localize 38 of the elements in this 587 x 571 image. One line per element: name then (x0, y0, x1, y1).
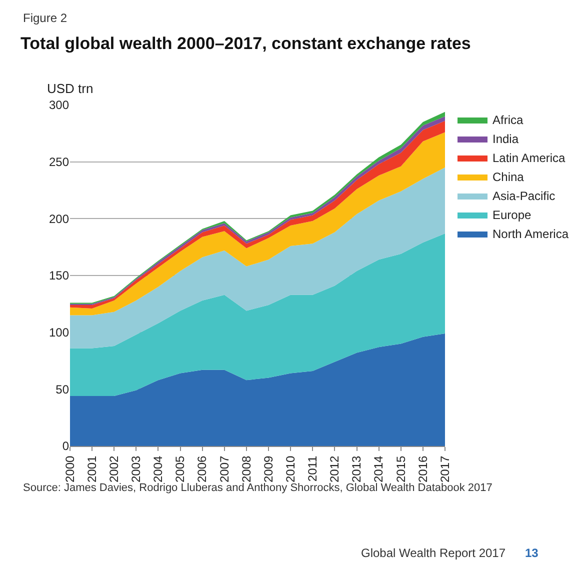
x-tick-label: 2013 (350, 455, 364, 483)
y-tick-label: 50 (56, 382, 70, 396)
x-tick-label: 2016 (416, 455, 430, 483)
x-tick-label: 2015 (394, 455, 408, 483)
x-tick-label: 2014 (372, 455, 386, 483)
y-tick-label: 0 (62, 439, 70, 454)
legend-label: India (492, 132, 519, 146)
x-tick-label: 2011 (306, 455, 320, 482)
legend-label: Asia-Pacific (492, 189, 556, 204)
x-tick-label: 2012 (328, 455, 342, 483)
text: Global Wealth Report 2017 (361, 546, 506, 560)
legend-label: Europe (492, 208, 532, 222)
x-tick-label: 2001 (84, 455, 99, 483)
x-tick-label: 2017 (438, 455, 452, 483)
source-note: Source: James Davies, Rodrigo Lluberas and Anthony Shorrocks, Global Wealth Databook 2017 (23, 482, 492, 494)
y-tick-label: 100 (48, 326, 70, 340)
legend-label: Latin America (492, 151, 566, 166)
x-tick-label: 2005 (173, 455, 188, 483)
chart-title: Total global wealth 2000–2017, constant exchange rates (20, 34, 471, 54)
x-tick-label: 2003 (129, 455, 144, 483)
x-tick-label: 2009 (261, 455, 276, 483)
x-tick-label: 2004 (151, 455, 166, 483)
y-tick-label: 200 (48, 212, 70, 226)
x-tick-label: 2008 (239, 455, 254, 483)
x-tick-label: 2007 (217, 455, 232, 483)
y-tick-label: 250 (48, 155, 70, 170)
x-tick-label: 2002 (107, 455, 122, 483)
x-tick-label: 2006 (195, 455, 210, 483)
y-axis-title: USD trn (47, 81, 94, 96)
text: 13 (525, 546, 539, 560)
y-tick-label: 150 (48, 268, 70, 283)
legend-label: China (492, 170, 524, 184)
x-tick-label: 2010 (283, 455, 298, 483)
x-tick-label: 2000 (62, 455, 77, 483)
legend-label: North America (492, 227, 569, 242)
caption: Figure 2 (23, 11, 68, 25)
legend-label: Africa (492, 113, 524, 128)
y-tick-label: 300 (48, 98, 70, 112)
